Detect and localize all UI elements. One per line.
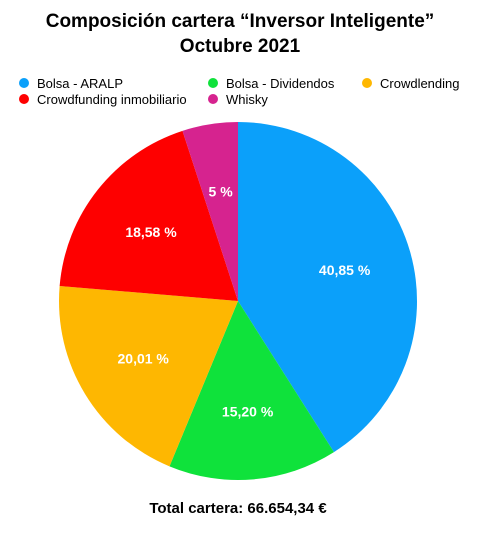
legend-label-bolsa-aralp: Bolsa - ARALP: [37, 76, 123, 91]
slice-label-crowdlending: 20,01 %: [118, 351, 170, 367]
slice-labels: 40,85 % 15,20 % 20,01 % 18,58 % 5 %: [118, 183, 371, 419]
slice-label-crowdfunding-inmobiliario: 18,58 %: [125, 224, 177, 240]
slice-label-bolsa-aralp: 40,85 %: [319, 262, 371, 278]
legend-label-crowdlending: Crowdlending: [380, 76, 460, 91]
legend-item-whisky: Whisky: [208, 92, 268, 107]
slice-label-bolsa-dividendos: 15,20 %: [222, 404, 274, 420]
chart-title: Composición cartera “Inversor Inteligent…: [46, 11, 435, 32]
legend-label-crowdfunding-inmobiliario: Crowdfunding inmobiliario: [37, 92, 187, 107]
legend-swatch-crowdfunding-inmobiliario: [19, 94, 29, 104]
legend-item-bolsa-dividendos: Bolsa - Dividendos: [208, 76, 335, 91]
portfolio-total: Total cartera: 66.654,34 €: [149, 500, 327, 517]
slice-bolsa-aralp: [238, 122, 418, 453]
legend-item-bolsa-aralp: Bolsa - ARALP: [19, 76, 123, 91]
legend-item-crowdlending: Crowdlending: [362, 76, 460, 91]
legend-label-whisky: Whisky: [226, 92, 268, 107]
slice-bolsa-dividendos: [169, 301, 334, 480]
legend-label-bolsa-dividendos: Bolsa - Dividendos: [226, 76, 335, 91]
legend-swatch-whisky: [208, 94, 218, 104]
legend: Bolsa - ARALP Bolsa - Dividendos Crowdle…: [19, 76, 460, 107]
chart-subtitle: Octubre 2021: [180, 36, 301, 57]
legend-swatch-bolsa-aralp: [19, 78, 29, 88]
legend-item-crowdfunding-inmobiliario: Crowdfunding inmobiliario: [19, 92, 187, 107]
legend-swatch-crowdlending: [362, 78, 372, 88]
pie-slices: [59, 122, 418, 480]
slice-crowdlending: [59, 286, 239, 467]
legend-swatch-bolsa-dividendos: [208, 78, 218, 88]
slice-whisky: [182, 122, 238, 301]
slice-label-whisky: 5 %: [209, 183, 234, 199]
slice-crowdfunding-inmobiliario: [59, 130, 238, 301]
